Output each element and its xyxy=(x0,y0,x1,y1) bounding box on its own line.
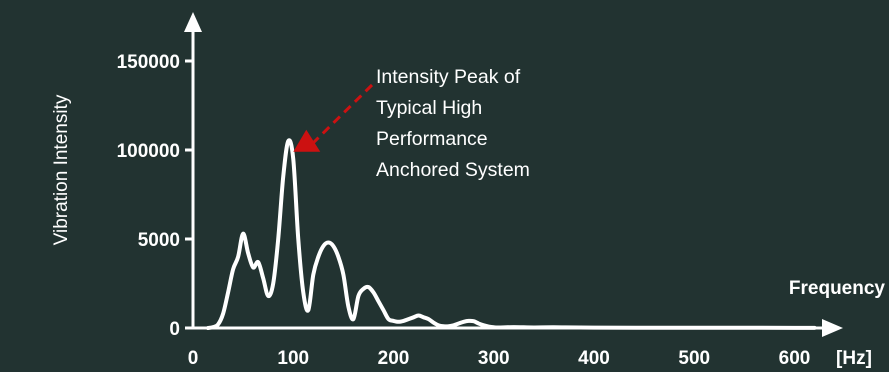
annotation-text-line: Intensity Peak of xyxy=(376,66,521,88)
x-tick-label: 0 xyxy=(188,348,199,369)
y-tick-label: 150000 xyxy=(117,52,180,73)
annotation-text-line: Typical High xyxy=(376,97,482,119)
x-tick-label: 500 xyxy=(678,348,710,369)
x-tick-label: 400 xyxy=(578,348,610,369)
annotation-arrow xyxy=(312,83,374,144)
annotation-text-line: Anchored System xyxy=(376,159,530,181)
x-axis-arrowhead xyxy=(822,319,843,337)
x-axis-title: Frequency xyxy=(789,278,886,299)
x-tick-label: 300 xyxy=(478,348,510,369)
annotation-text-line: Performance xyxy=(376,128,488,150)
y-tick-label: 100000 xyxy=(117,141,180,162)
y-axis-title: Vibration Intensity xyxy=(51,94,72,245)
series-line xyxy=(206,138,817,330)
x-tick-label: 200 xyxy=(378,348,410,369)
annotation-arrowhead xyxy=(293,129,321,152)
x-axis-unit: [Hz] xyxy=(836,348,872,369)
x-tick-label: 100 xyxy=(277,348,309,369)
y-tick-label: 5000 xyxy=(138,230,180,251)
y-axis-arrowhead xyxy=(184,12,202,32)
y-tick-label: 0 xyxy=(169,319,180,340)
x-tick-label: 600 xyxy=(779,348,811,369)
